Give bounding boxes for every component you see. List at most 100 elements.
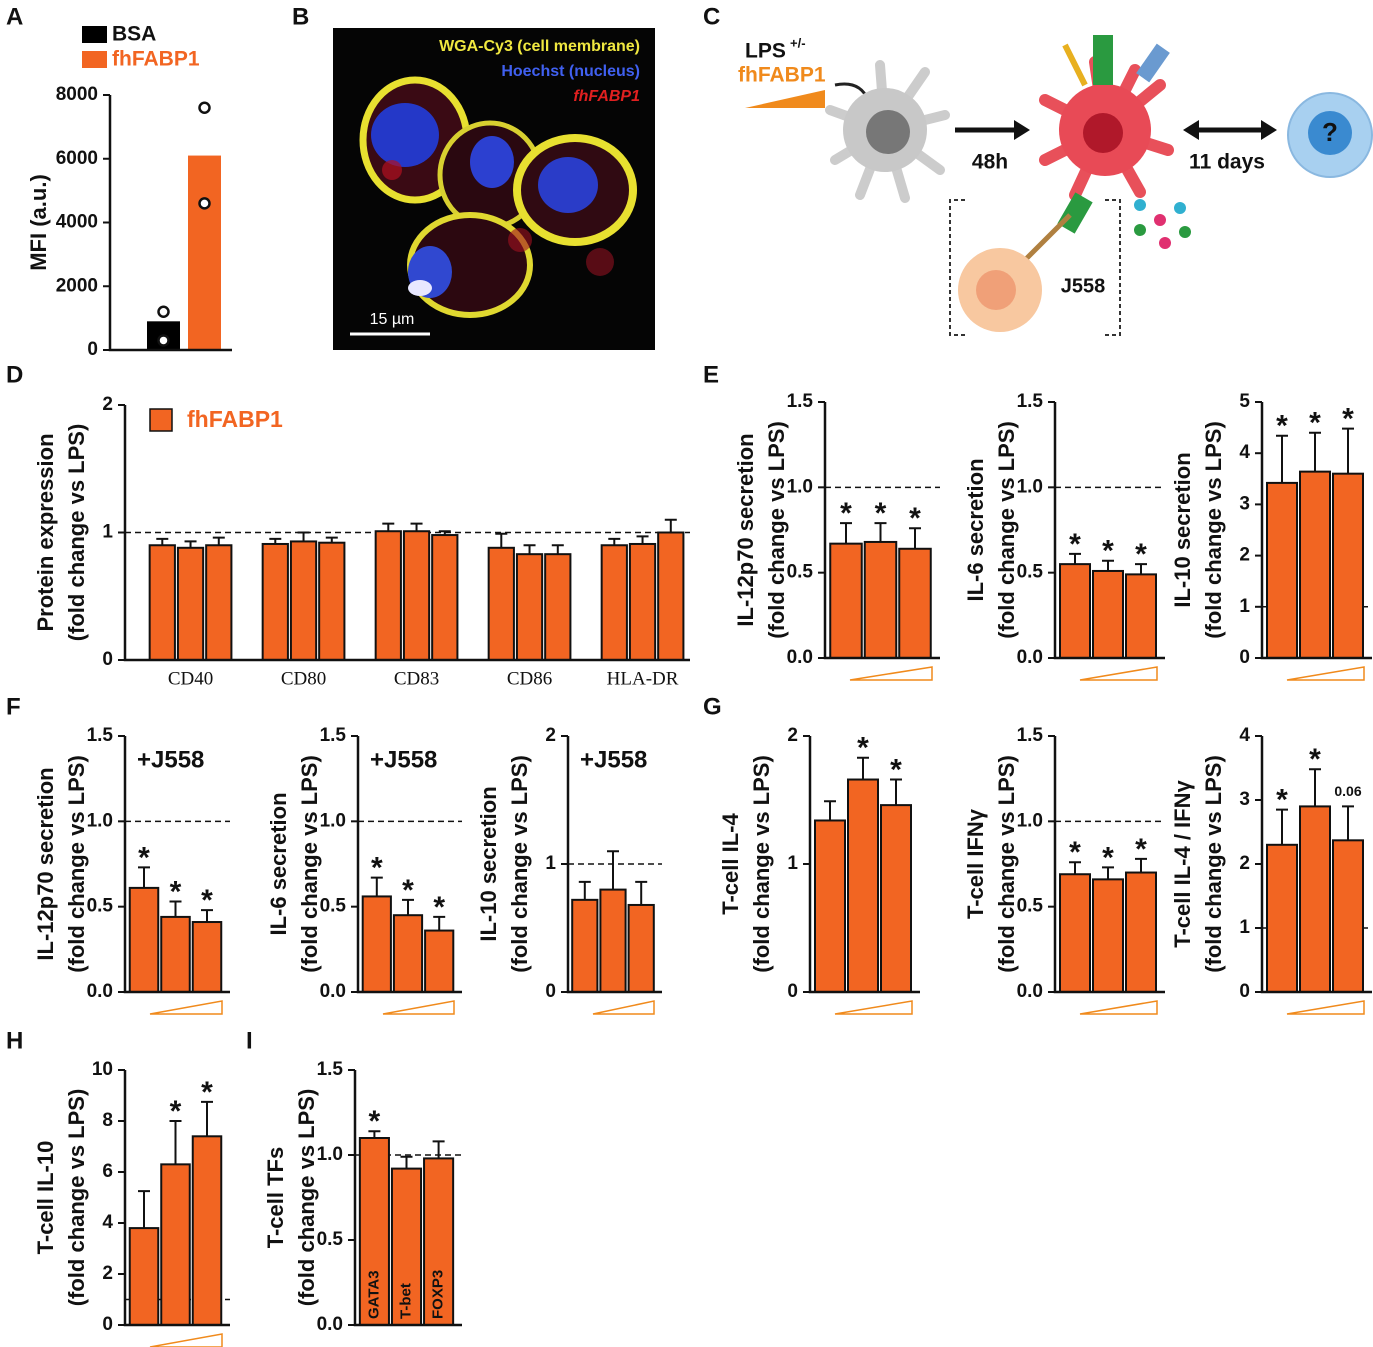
legend-label: fhFABP1 (112, 48, 200, 71)
annotation: * (1102, 841, 1114, 874)
bar (1092, 569, 1124, 660)
dose-wedge (1286, 666, 1365, 681)
bar (863, 540, 898, 659)
annotation: * (840, 497, 852, 530)
y-tick-label: 1.5 (317, 1059, 344, 1080)
bar (628, 542, 657, 661)
bar (487, 546, 515, 661)
y-tick-label: 8 (102, 1110, 113, 1131)
bar (188, 155, 221, 350)
error-bar (495, 532, 508, 548)
y-tick-label: 1.0 (787, 476, 813, 497)
error-bar (184, 540, 197, 548)
x-tick-label: HLA-DR (607, 668, 679, 689)
dose-wedge (1286, 1000, 1365, 1015)
bar (176, 546, 205, 661)
error-bar (1069, 552, 1081, 565)
annotation: * (1135, 833, 1147, 866)
panel-label: I (246, 1027, 253, 1054)
dose-wedge (1079, 666, 1158, 681)
y-tick-label: 2000 (56, 275, 98, 296)
bar (431, 534, 459, 661)
y-tick-label: 0.5 (317, 1229, 344, 1250)
y-tick-label: 0.0 (317, 1314, 343, 1335)
bar (515, 553, 544, 661)
legend-label: fhFABP1 (187, 406, 283, 432)
error-bar (1276, 434, 1288, 483)
y-tick-label: 2 (102, 1263, 113, 1284)
y-axis-label: (fold change vs LPS) (764, 421, 789, 639)
y-axis-label: (fold change vs LPS) (994, 421, 1019, 639)
y-axis-label: (fold change vs LPS) (294, 1089, 319, 1307)
panel-label: B (292, 3, 309, 30)
y-tick-label: 8000 (56, 84, 98, 105)
annotation: * (402, 874, 414, 907)
annotation: * (1342, 403, 1354, 436)
y-tick-label: 2 (545, 725, 556, 746)
error-bar (432, 1140, 445, 1159)
annotation: * (371, 852, 383, 885)
error-bar (1102, 559, 1114, 571)
error-bar (874, 522, 887, 542)
diagram (745, 35, 1373, 336)
y-axis-label: (fold change vs LPS) (1201, 421, 1226, 639)
error-bar (156, 537, 169, 546)
y-axis-label: (fold change vs LPS) (507, 755, 532, 973)
y-tick-label: 1.0 (1017, 810, 1043, 831)
error-bar (402, 898, 414, 916)
y-tick-label: 0 (87, 339, 98, 360)
error-bar (578, 880, 591, 900)
y-axis-label: IL-6 secretion (266, 792, 291, 935)
y-tick-label: 5 (1239, 391, 1250, 412)
y-tick-label: 1.0 (1017, 476, 1043, 497)
bar (1299, 805, 1331, 994)
y-tick-label: 6000 (56, 148, 98, 169)
error-bar (840, 522, 852, 544)
y-tick-label: 0 (1239, 981, 1250, 1002)
image-label: fhFABP1 (573, 88, 640, 105)
bar (289, 540, 318, 661)
axes (123, 736, 230, 994)
error-bar (1309, 431, 1321, 472)
error-bar (325, 536, 338, 543)
annotation: * (1069, 528, 1081, 561)
bar (1125, 573, 1157, 660)
x-tick-label: CD80 (281, 668, 326, 689)
annotation: * (1069, 836, 1081, 869)
axes (356, 736, 462, 994)
annotation: * (170, 875, 182, 908)
y-tick-label: 0.0 (1017, 981, 1043, 1002)
x-tick-label: CD83 (394, 668, 439, 689)
y-tick-label: 3 (1239, 789, 1250, 810)
diagram-label: 48h (972, 151, 1008, 174)
error-bar (138, 1190, 150, 1229)
bar (898, 547, 932, 659)
bar (424, 929, 455, 993)
bar (847, 778, 879, 994)
axes (1053, 736, 1165, 994)
axes (1053, 402, 1165, 660)
bar (880, 804, 912, 993)
y-axis-label: T-cell IFNγ (963, 808, 988, 919)
bar (1299, 470, 1331, 659)
data-point (198, 101, 211, 114)
annotation: * (890, 753, 902, 786)
y-axis-label: IL-10 secretion (1170, 452, 1195, 607)
y-tick-label: 0.0 (787, 647, 813, 668)
bar (128, 1227, 160, 1326)
error-bar (890, 778, 902, 806)
dose-wedge (149, 1333, 223, 1347)
bar (627, 903, 655, 994)
y-tick-label: 0.0 (320, 981, 346, 1002)
error-bar (523, 544, 536, 555)
error-bar (1069, 861, 1081, 875)
x-tick-label: CD86 (507, 668, 552, 689)
y-axis-label: IL-6 secretion (963, 458, 988, 601)
bar (1059, 873, 1091, 993)
y-tick-label: 1.5 (1017, 725, 1044, 746)
error-bar (551, 544, 564, 555)
error-bar (909, 527, 921, 549)
y-tick-label: 0.5 (320, 896, 347, 917)
panel-label: A (6, 3, 23, 30)
annotation: * (138, 841, 150, 874)
